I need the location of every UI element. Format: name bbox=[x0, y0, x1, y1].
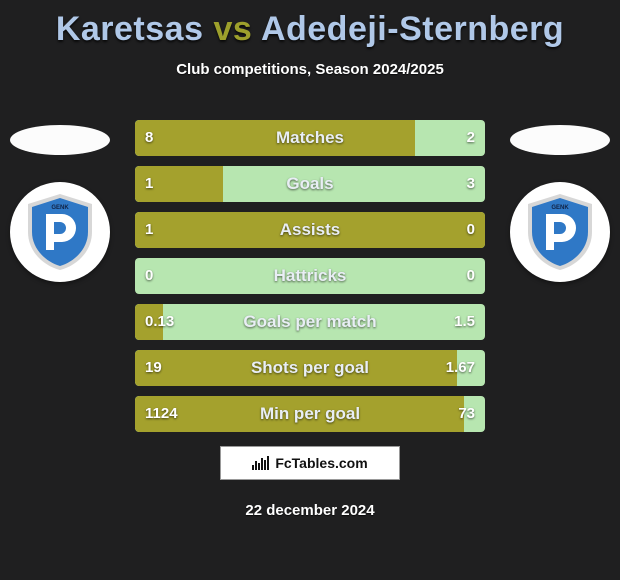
club-right-top-text: GENK bbox=[551, 205, 569, 211]
club-left-top-text: GENK bbox=[51, 205, 69, 211]
stat-value-left: 1 bbox=[135, 166, 163, 202]
stat-label: Assists bbox=[135, 212, 485, 248]
stat-value-right: 0 bbox=[457, 212, 485, 248]
stat-label: Goals per match bbox=[135, 304, 485, 340]
club-badge-left: GENK bbox=[10, 182, 110, 282]
club-badge-right: GENK bbox=[510, 182, 610, 282]
bar-chart-icon bbox=[252, 456, 269, 470]
stat-row: Goals per match0.13 1.5 bbox=[135, 304, 485, 340]
stat-label: Hattricks bbox=[135, 258, 485, 294]
stat-value-left: 1 bbox=[135, 212, 163, 248]
stat-row: Goals1 3 bbox=[135, 166, 485, 202]
stat-value-left: 1124 bbox=[135, 396, 188, 432]
subtitle: Club competitions, Season 2024/2025 bbox=[0, 61, 620, 78]
stat-value-right: 3 bbox=[457, 166, 485, 202]
stat-label: Matches bbox=[135, 120, 485, 156]
vs-text: vs bbox=[213, 10, 252, 48]
stat-value-right: 0 bbox=[457, 258, 485, 294]
stat-row: Shots per goal19 1.67 bbox=[135, 350, 485, 386]
footer-date: 22 december 2024 bbox=[0, 502, 620, 519]
player2-photo-placeholder bbox=[510, 125, 610, 155]
brand-text: FcTables.com bbox=[275, 455, 367, 471]
stats-chart: Matches82Goals13Assists10Hattricks00Goal… bbox=[135, 120, 485, 442]
stat-value-left: 0.13 bbox=[135, 304, 184, 340]
stat-value-right: 2 bbox=[457, 120, 485, 156]
stat-value-right: 1.5 bbox=[444, 304, 485, 340]
stat-row: Matches8 2 bbox=[135, 120, 485, 156]
stat-value-left: 0 bbox=[135, 258, 163, 294]
shield-icon: GENK bbox=[24, 192, 96, 272]
player2-name: Adedeji-Sternberg bbox=[261, 10, 564, 48]
comparison-title: Karetsas vs Adedeji-Sternberg bbox=[0, 0, 620, 49]
stat-label: Goals bbox=[135, 166, 485, 202]
player1-name: Karetsas bbox=[56, 10, 204, 48]
stat-value-right: 1.67 bbox=[436, 350, 485, 386]
shield-icon: GENK bbox=[524, 192, 596, 272]
player1-photo-placeholder bbox=[10, 125, 110, 155]
brand-box: FcTables.com bbox=[220, 446, 400, 480]
stat-value-left: 8 bbox=[135, 120, 163, 156]
stat-row: Hattricks0 0 bbox=[135, 258, 485, 294]
stat-value-right: 73 bbox=[448, 396, 485, 432]
stat-row: Assists1 0 bbox=[135, 212, 485, 248]
stat-value-left: 19 bbox=[135, 350, 172, 386]
stat-label: Shots per goal bbox=[135, 350, 485, 386]
stat-row: Min per goal112473 bbox=[135, 396, 485, 432]
